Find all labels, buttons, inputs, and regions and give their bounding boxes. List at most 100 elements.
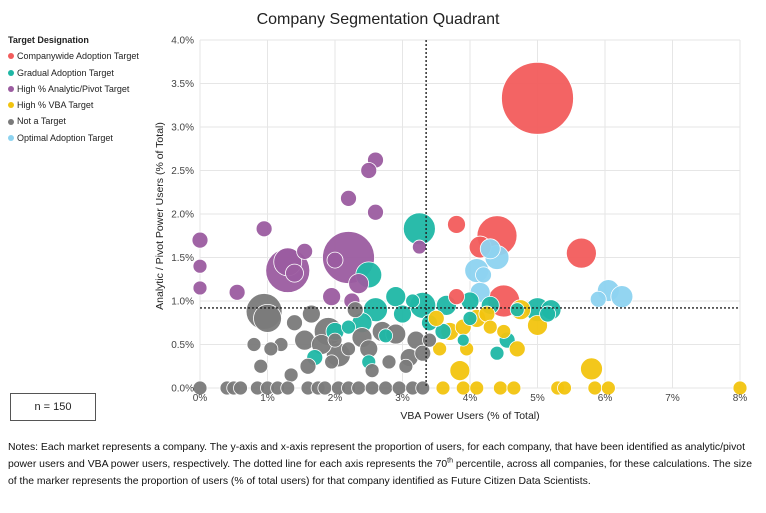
y-axis-label: Analytic / Pivot Power Users (% of Total… [154,122,166,310]
bubble-point [589,290,607,308]
bubble-point [322,287,342,307]
legend-swatch [8,69,14,76]
bubble-point [469,380,485,396]
bubble-point [415,380,431,396]
bubble-point [393,304,412,324]
sample-size-box: n = 150 [10,393,96,421]
bubble-point [285,263,304,283]
bubble-point [539,305,557,323]
legend-label: Companywide Adoption Target [17,51,139,62]
bubble-point [360,162,378,179]
y-tick-label: 2.0% [171,210,194,221]
tick-labels: 0% 1% 2% 3% 4% 5% 6% 7% 8% 0.0% 0.5% 1.0% 1.5% 2.0% 2.… [171,36,747,405]
legend-swatch [8,53,14,60]
bubble-point [492,380,508,396]
bubble-point [496,324,512,339]
notes-superscript: th [447,457,453,465]
bubble-point [286,314,303,332]
grid [199,39,741,389]
bubble-point [475,266,492,284]
bubble-point [346,301,364,319]
bubble-point [385,286,407,308]
bubble-point [280,380,296,396]
legend-item: High % VBA Target [8,97,139,113]
bubble-point [367,203,384,221]
bubble-point [364,363,380,379]
legend-swatch [8,102,14,109]
legend-item: Gradual Adoption Target [8,65,139,81]
x-tick-label: 5% [530,393,545,404]
bubble-point [508,340,526,358]
legend-label: Optimal Adoption Target [17,132,113,143]
bubble-point [192,258,208,274]
legend-item: High % Analytic/Pivot Target [8,81,139,97]
x-tick-label: 8% [733,393,748,404]
bubble-point [610,285,634,309]
legend-item: Companywide Adoption Target [8,48,139,64]
bubble-point [296,243,314,260]
bubble-point [364,380,380,396]
reference-lines [200,40,740,388]
bubble-point [378,328,394,344]
bubble-point [341,319,356,335]
bubble-point [378,380,394,396]
x-tick-label: 0% [193,393,208,404]
notes-text-part1: Notes: Each market represents a company.… [8,442,745,470]
legend-label: High % Analytic/Pivot Target [17,83,130,94]
x-tick-label: 3% [395,393,410,404]
x-tick-label: 7% [665,393,680,404]
bubble-point [341,341,356,357]
bubble-point [233,380,248,396]
bubble-point [301,304,321,324]
bubble-point [324,354,340,370]
bubble-point [191,231,209,249]
bubble-point [435,380,451,396]
bubble-point [434,323,452,340]
legend-item: Optimal Adoption Target [8,130,139,146]
y-tick-label: 0.0% [171,384,194,395]
bubble-point [509,302,525,318]
bubble-point [489,345,505,361]
bubble-point [414,344,432,362]
legend: Target Designation Companywide Adoption … [8,32,139,146]
bubble-point [456,333,470,347]
x-tick-label: 4% [463,393,478,404]
bubble-point [327,332,343,348]
bubble-point [449,360,471,382]
bubble-point [422,332,437,348]
bubble-point [427,309,445,327]
bubble-point [447,215,466,234]
bubble-point [348,273,370,295]
bubble-point [326,251,344,269]
bubble-point [462,310,478,326]
y-tick-label: 3.0% [171,123,194,134]
legend-label: Gradual Adoption Target [17,67,114,78]
bubble-point [253,303,282,333]
bubble-point [506,380,522,396]
legend-label: Not a Target [17,116,66,127]
bubble-point [501,61,574,135]
legend-swatch [8,134,14,141]
notes-text-part2: percentile, across all companies, for th… [8,458,752,487]
legend-swatch [8,118,14,125]
y-tick-label: 4.0% [171,36,194,47]
bubble-point [192,280,208,296]
bubble-point [263,341,279,357]
x-tick-label: 2% [328,393,343,404]
bubble-point [732,380,748,396]
legend-label: High % VBA Target [17,100,94,111]
y-tick-label: 1.0% [171,297,194,308]
legend-swatch [8,86,14,93]
bubble-point [253,358,269,374]
bubble-point [192,380,208,396]
x-tick-label: 1% [260,393,275,404]
bubble-point [283,367,299,383]
bubble-point [398,358,414,374]
sample-size-label: n = 150 [34,401,72,413]
bubble-point [255,220,273,238]
bubble-point [557,380,572,396]
y-tick-label: 0.5% [171,340,194,351]
bubble-point [448,288,465,306]
bubble-layer [191,61,748,396]
